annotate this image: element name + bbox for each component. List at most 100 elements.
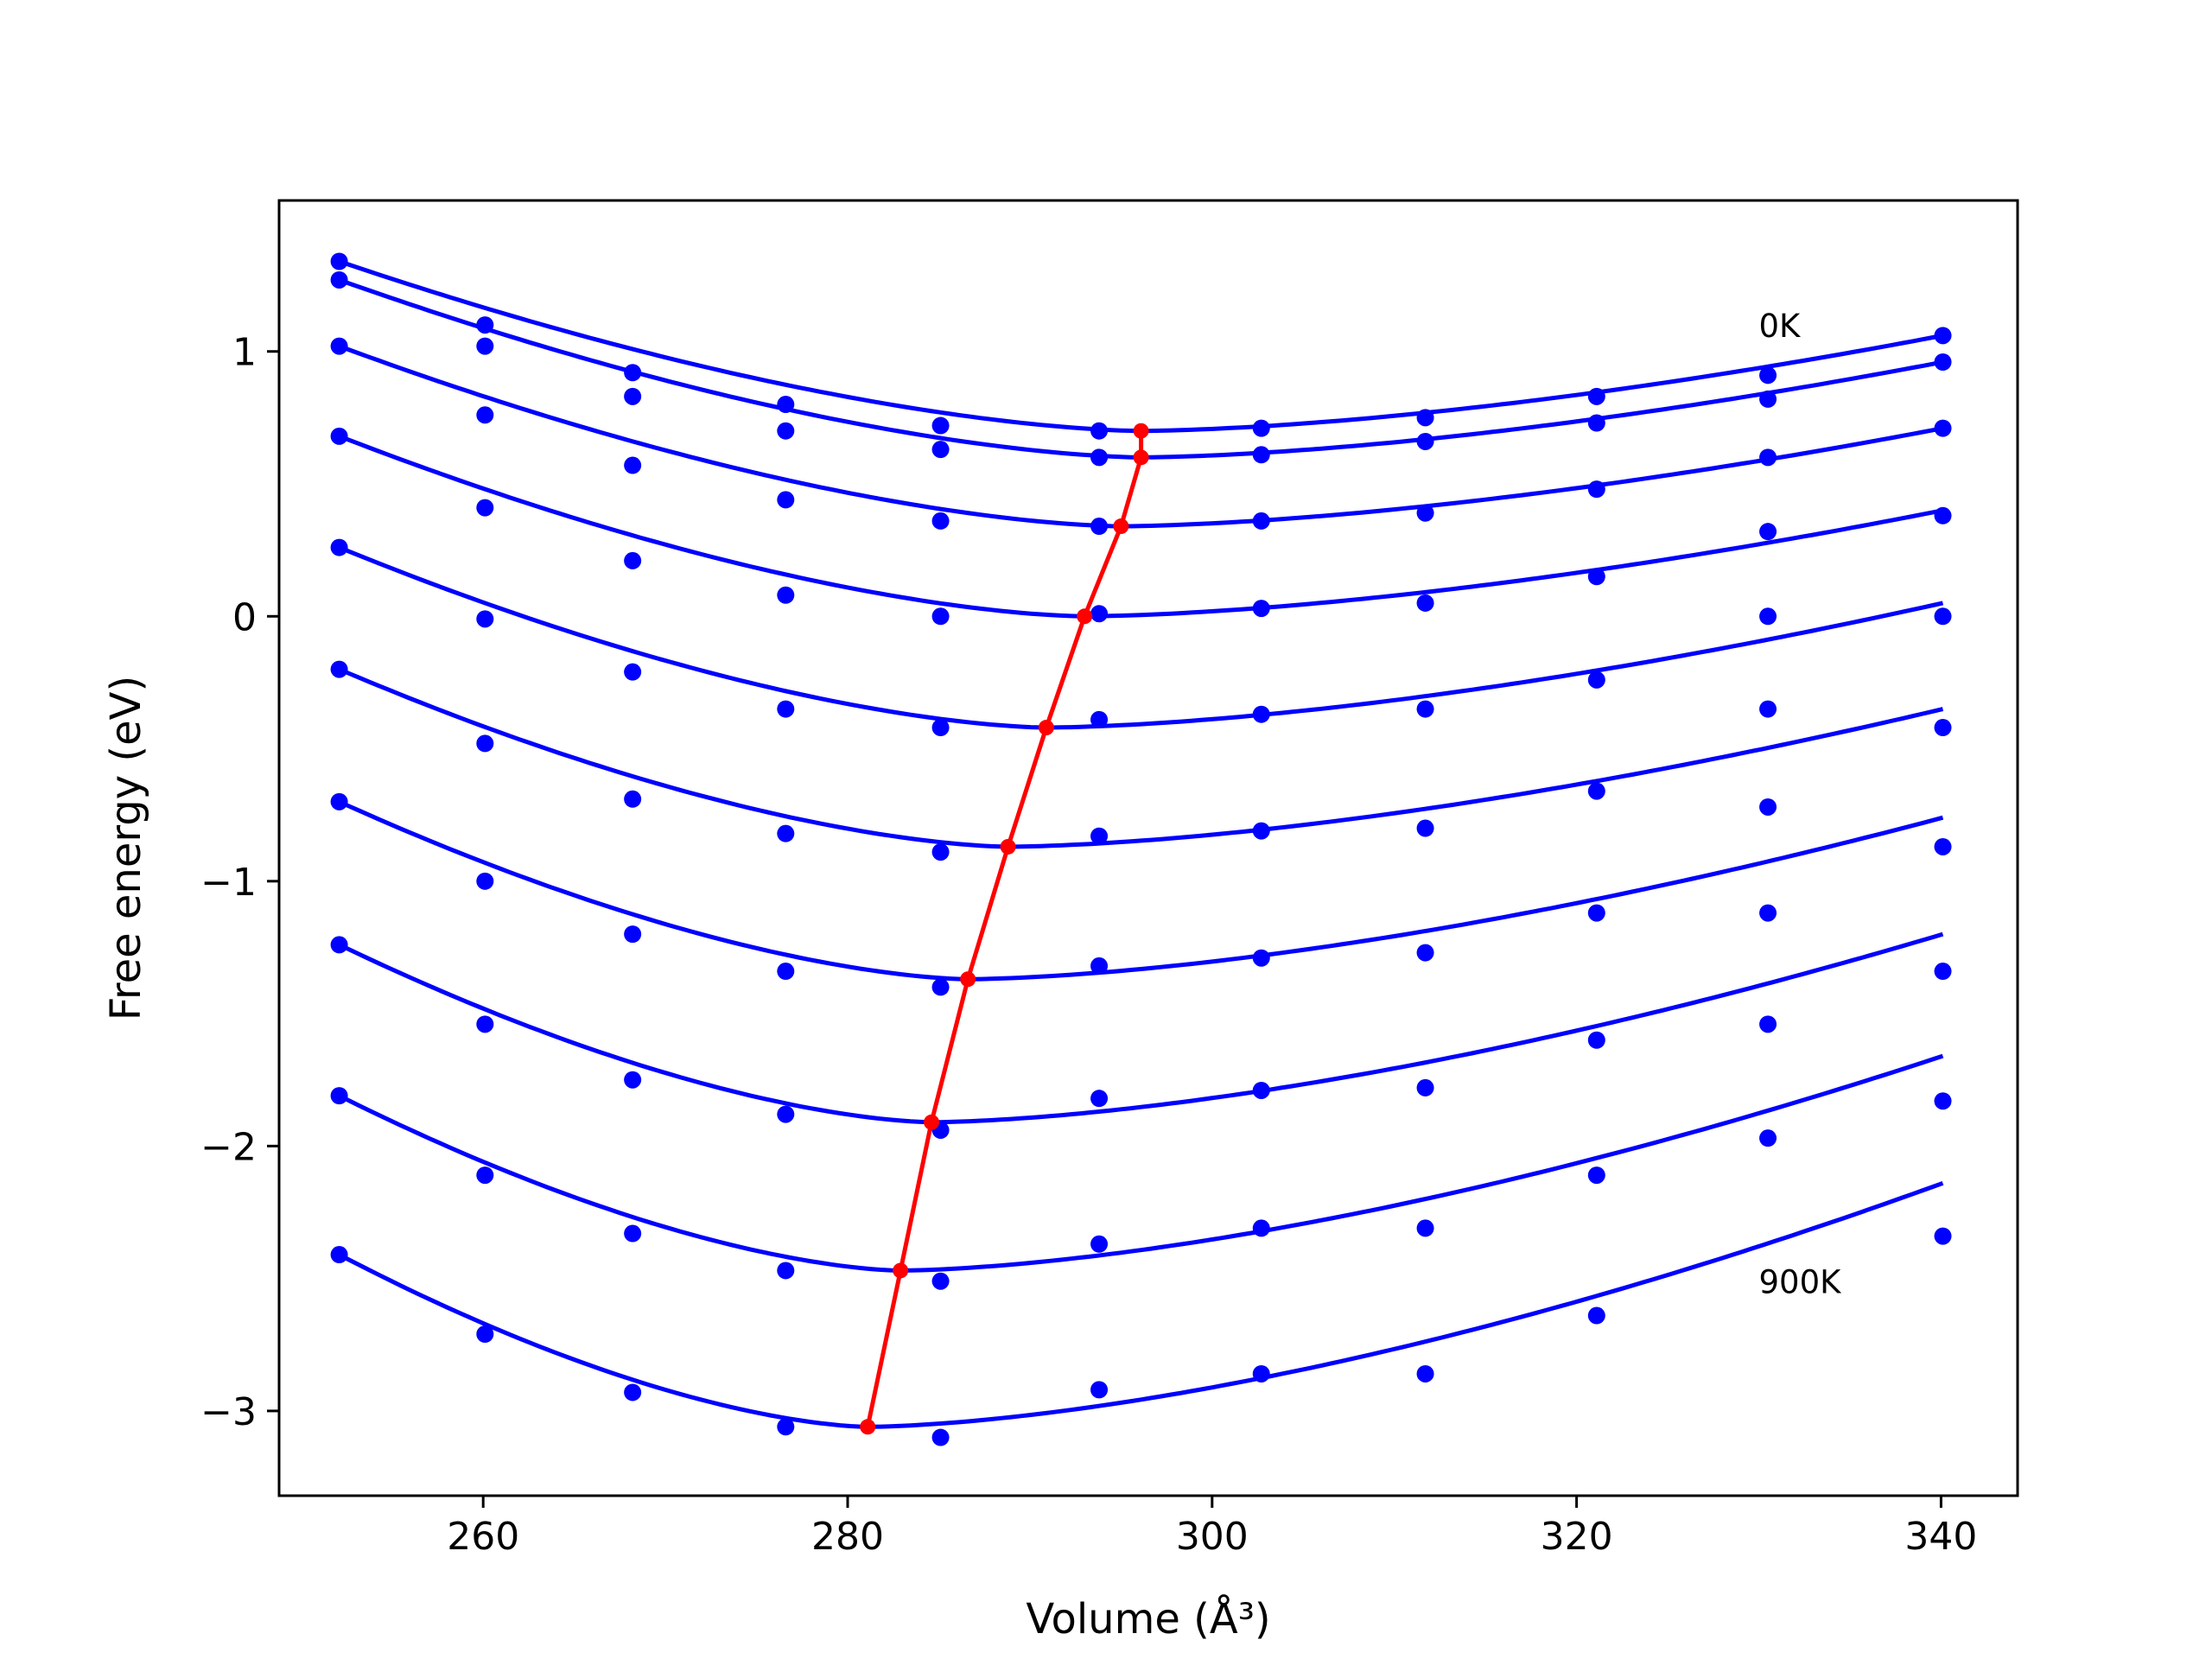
data-point — [1252, 600, 1270, 618]
data-point — [1934, 607, 1952, 626]
data-point — [1934, 419, 1952, 437]
data-point — [1090, 448, 1109, 467]
data-point — [1090, 957, 1109, 975]
data-point — [330, 660, 348, 678]
data-point — [1934, 837, 1952, 855]
data-point — [931, 512, 950, 530]
fit-curve — [338, 799, 1944, 982]
fit-curve — [338, 434, 1943, 619]
data-point — [1416, 944, 1434, 962]
minimum-point — [1133, 449, 1149, 466]
minima-line-group — [860, 423, 1149, 1435]
data-point — [1759, 904, 1777, 922]
data-point — [624, 551, 642, 569]
data-point — [476, 610, 494, 628]
annotations: 0K 900K — [1759, 308, 1843, 1301]
data-point — [1759, 390, 1777, 408]
data-point — [1759, 523, 1777, 541]
y-tick-label: −3 — [200, 1390, 257, 1434]
data-point — [624, 1383, 642, 1402]
data-points — [330, 252, 1952, 1446]
data-point — [1587, 387, 1605, 405]
data-point — [624, 387, 642, 405]
data-point — [1416, 594, 1434, 612]
data-point — [1934, 719, 1952, 737]
data-point — [1090, 518, 1109, 536]
data-point — [1090, 1235, 1109, 1253]
data-point — [777, 1418, 795, 1436]
data-point — [1934, 1227, 1952, 1245]
data-point — [1416, 1219, 1434, 1237]
x-axis-label: Volume (Å³) — [1026, 1594, 1270, 1643]
data-point — [476, 406, 494, 424]
y-axis-ticks: −3 −2 −1 0 1 — [200, 331, 279, 1434]
data-point — [1416, 409, 1434, 427]
data-point — [1416, 504, 1434, 522]
data-point — [1090, 1090, 1109, 1108]
data-point — [330, 252, 348, 270]
data-point — [624, 663, 642, 681]
data-point — [931, 978, 950, 996]
data-point — [1090, 422, 1109, 440]
data-point — [1587, 671, 1605, 689]
data-point — [777, 422, 795, 440]
data-point — [476, 872, 494, 890]
fit-curve — [338, 931, 1944, 1125]
data-point — [931, 719, 950, 737]
minimum-point — [860, 1419, 876, 1435]
data-point — [330, 538, 348, 556]
data-point — [1587, 568, 1605, 586]
data-point — [1252, 446, 1270, 464]
data-point — [1090, 605, 1109, 623]
data-point — [1934, 1092, 1952, 1110]
data-point — [1252, 419, 1270, 437]
data-point — [777, 586, 795, 604]
data-point — [1587, 1166, 1605, 1185]
data-point — [1759, 607, 1777, 626]
data-point — [1759, 700, 1777, 718]
data-point — [476, 337, 494, 355]
data-point — [476, 316, 494, 334]
data-point — [1090, 710, 1109, 728]
plot-frame — [277, 199, 2019, 1497]
data-point — [476, 1166, 494, 1185]
data-point — [476, 1015, 494, 1033]
data-point — [330, 1246, 348, 1264]
minimum-point — [1113, 518, 1129, 535]
temperature-annotation: 900K — [1759, 1264, 1843, 1301]
data-point — [931, 843, 950, 861]
minimum-point — [1000, 838, 1016, 855]
data-point — [931, 416, 950, 435]
data-point — [1587, 480, 1605, 499]
data-point — [1252, 512, 1270, 530]
data-point — [330, 337, 348, 355]
data-point — [476, 734, 494, 753]
data-point — [931, 441, 950, 459]
data-point — [1934, 353, 1952, 371]
minimum-point — [893, 1262, 909, 1279]
data-point — [330, 1087, 348, 1105]
data-point — [624, 364, 642, 382]
x-axis-ticks: 260 280 300 320 340 — [447, 1496, 1977, 1559]
data-point — [624, 790, 642, 808]
data-point — [1252, 1364, 1270, 1382]
data-point — [1416, 432, 1434, 450]
data-point — [931, 607, 950, 626]
x-tick-label: 340 — [1904, 1515, 1977, 1559]
data-point — [777, 396, 795, 414]
data-point — [330, 936, 348, 954]
data-point — [777, 1105, 795, 1123]
data-point — [931, 1428, 950, 1446]
data-point — [330, 270, 348, 289]
y-tick-label: 0 — [232, 595, 257, 639]
x-tick-label: 260 — [447, 1515, 519, 1559]
data-point — [624, 456, 642, 474]
data-point — [1934, 327, 1952, 345]
fit-curve — [338, 545, 1944, 730]
data-point — [1252, 949, 1270, 967]
data-point — [1252, 1081, 1270, 1099]
data-point — [1252, 822, 1270, 840]
data-point — [931, 1272, 950, 1290]
data-point — [1759, 448, 1777, 467]
fit-curve — [338, 667, 1944, 849]
